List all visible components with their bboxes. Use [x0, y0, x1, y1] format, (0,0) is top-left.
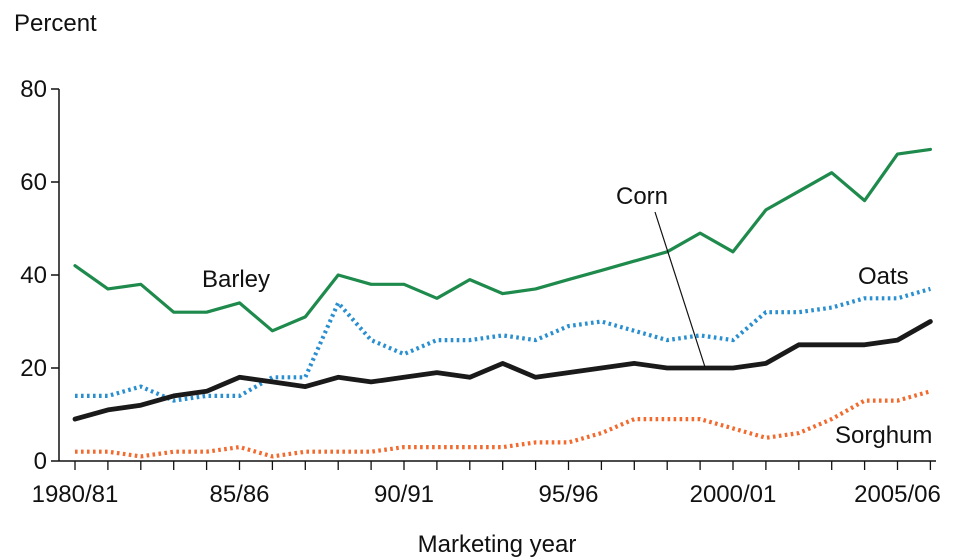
x-ticks: 1980/81 85/86 90/91 95/96 2000/01 2005/06 [32, 461, 941, 508]
series-label-oats: Oats [858, 263, 909, 290]
series-line-sorghum [75, 389, 931, 459]
series-line-corn [72, 319, 933, 422]
x-tick-label: 95/96 [538, 481, 598, 508]
y-tick-label: 0 [34, 448, 47, 475]
y-tick-label: 20 [20, 355, 47, 382]
series-line-oats [75, 286, 931, 403]
series-layer [72, 147, 933, 459]
x-tick-label: 1980/81 [32, 481, 119, 508]
x-tick-label: 90/91 [374, 481, 434, 508]
y-ticks: 0 20 40 60 80 [20, 76, 59, 475]
x-tick-label: 85/86 [209, 481, 269, 508]
y-tick-label: 80 [20, 76, 47, 103]
y-tick-label: 60 [20, 169, 47, 196]
x-tick-label: 2005/06 [854, 481, 941, 508]
series-label-corn: Corn [616, 183, 668, 210]
corn-leader-line [654, 211, 706, 368]
series-line-barley [73, 147, 933, 333]
series-label-sorghum: Sorghum [835, 422, 932, 449]
x-tick-label: 2000/01 [690, 481, 777, 508]
y-tick-label: 40 [20, 262, 47, 289]
series-label-barley: Barley [202, 266, 270, 293]
y-axis-title: Percent [14, 10, 97, 37]
x-axis-title: Marketing year [418, 531, 577, 558]
